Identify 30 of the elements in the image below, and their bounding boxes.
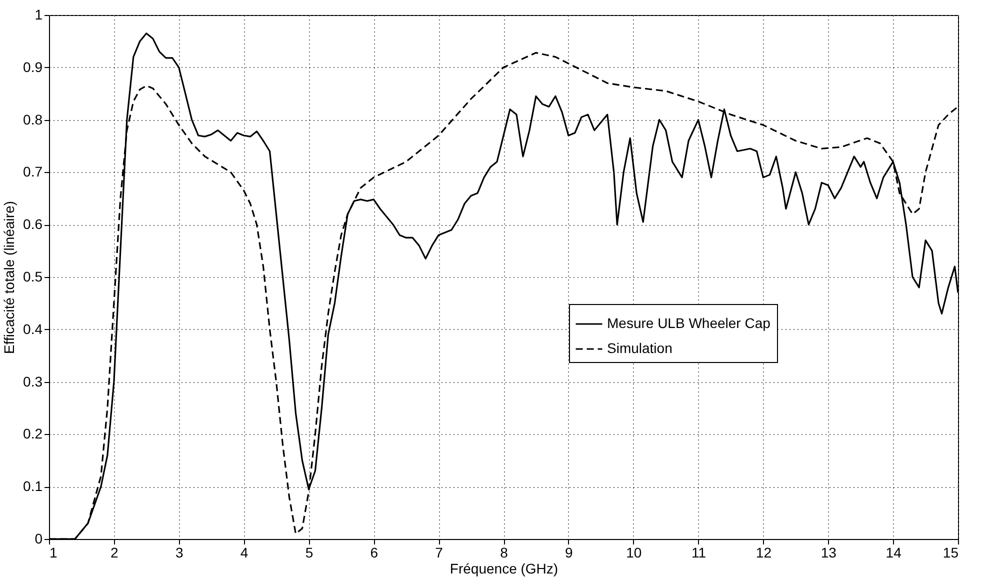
y-tick-label: 0.2 xyxy=(23,426,43,442)
x-tick-label: 8 xyxy=(500,544,508,560)
x-tick-label: 11 xyxy=(692,544,706,560)
x-tick-label: 4 xyxy=(240,544,248,560)
x-tick-label: 12 xyxy=(756,544,772,560)
legend-label: Mesure ULB Wheeler Cap xyxy=(607,315,771,331)
y-tick-label: 0.4 xyxy=(23,320,43,337)
y-tick-label: 0.3 xyxy=(23,373,43,390)
x-tick-label: 3 xyxy=(175,544,184,560)
y-axis-title: Efficacité totale (linéaire) xyxy=(1,200,18,354)
legend-label: Simulation xyxy=(607,340,672,356)
x-axis-title: Fréquence (GHz) xyxy=(450,560,558,576)
x-tick-label: 1 xyxy=(50,544,58,560)
y-tick-label: 0.5 xyxy=(23,268,43,284)
x-tick-label: 2 xyxy=(110,544,119,560)
x-tick-label: 6 xyxy=(370,544,378,560)
x-tick-label: 15 xyxy=(942,544,959,560)
y-tick-label: 0.9 xyxy=(23,58,43,75)
x-tick-label: 14 xyxy=(886,544,902,560)
x-tick-label: 10 xyxy=(626,544,642,560)
y-tick-label: 0.6 xyxy=(23,216,43,232)
y-tick-label: 1 xyxy=(34,6,43,22)
y-tick-label: 0.8 xyxy=(23,111,43,128)
x-tick-label: 13 xyxy=(820,544,837,560)
y-tick-label: 0 xyxy=(34,530,43,546)
x-tick-label: 7 xyxy=(435,544,444,560)
y-tick-label: 0.7 xyxy=(23,164,43,180)
y-tick-label: 0.1 xyxy=(23,478,43,494)
x-tick-label: 9 xyxy=(565,544,574,560)
x-tick-label: 5 xyxy=(305,544,314,560)
